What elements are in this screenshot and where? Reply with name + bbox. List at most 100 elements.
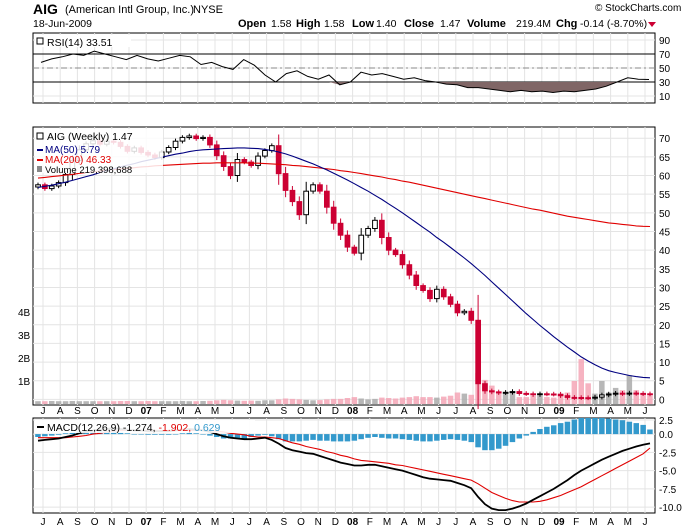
macd-hist-bar [145,434,151,435]
macd-hist-bar [406,434,413,440]
macd-hist-bar [420,434,426,442]
x-label-top: O [297,406,305,417]
macd-hist-bar [152,434,158,435]
x-label-bottom: A [607,517,614,528]
macd-hist-bar [227,434,234,439]
x-label-bottom: 08 [347,517,359,528]
candle-up [461,310,468,314]
watermark: © StockCharts.com [595,3,681,14]
volume-bar [523,397,529,404]
rsi-line [40,50,650,94]
x-label-bottom: J [643,517,648,528]
x-label-bottom: J [230,517,235,528]
ma200-legend-text: MA(200) 46.33 [45,155,112,166]
macd-hist-bar [392,434,399,439]
volume-bar [42,401,48,404]
candle-down [248,161,255,167]
x-label-top: N [108,406,115,417]
macd-hist-bar [599,418,605,435]
macd-hist-bar [434,434,440,441]
macd-hist-bar [496,434,502,449]
price-tick-label: 60 [659,172,671,183]
candle-up [310,184,316,192]
macd-hist-bar [35,434,41,437]
macd-hist-bar [282,434,289,442]
macd-hist-bar [117,432,124,435]
candle-down [344,234,351,248]
candle-down [413,274,420,287]
volume-bar [138,401,144,404]
x-label-top: M [176,406,184,417]
open-label: Open [238,18,266,30]
candle-down [385,237,392,251]
low-label: Low [352,18,374,30]
x-label-top: A [401,406,408,417]
x-label-top: S [487,406,494,417]
x-label-bottom: J [453,517,458,528]
candle-down [296,201,303,216]
volume-bar [324,399,330,404]
candle-up [626,392,633,395]
x-label-top: N [315,406,322,417]
macd-hist-bar [275,434,282,440]
x-label-bottom: D [125,517,132,528]
x-label-bottom: M [383,517,391,528]
volume-bar [303,399,309,404]
x-label-top: S [74,406,81,417]
volume-bar [90,401,96,404]
macd-hist-bar [612,419,619,435]
volume-bar [152,401,158,404]
macd-hist-bar [159,434,165,435]
x-label-top: F [160,406,166,417]
candle-down [351,246,358,254]
rsi-tick-label: 90 [659,36,671,47]
volume-bar [557,395,564,404]
volume-bar [179,401,186,404]
candle-up [179,136,186,142]
price-tick-label: 15 [659,339,671,350]
volume-bar [269,400,275,404]
candle-down [489,390,495,393]
x-label-top: M [417,406,425,417]
volume-bar [647,395,653,404]
macd-hist-bar [427,434,433,442]
x-axis-labels: JJAASSOONNDD0707FFMMAAMMJJJJAASSOONNDD08… [41,406,648,528]
macd-hist-bar [537,429,543,435]
volume-bar [117,401,124,404]
x-label-top: D [125,406,132,417]
macd-hist-bar [640,424,646,434]
volume-bar [379,397,385,404]
macd-hist-bar [509,434,516,443]
x-label-bottom: N [521,517,528,528]
x-label-top: 09 [553,406,565,417]
candle-down [468,310,475,321]
volume-bar [626,375,633,405]
x-label-top: A [57,406,64,417]
volume-bar [35,401,41,404]
macd-hist-bar [530,431,536,435]
candle-down [482,383,488,392]
candle-up [255,155,261,166]
volume-bar [351,397,358,404]
macd-hist-bar [365,434,371,438]
macd-hist-bar [633,423,639,435]
price-tick-label: 5 [659,377,665,388]
candle-down [619,392,626,395]
rsi-tick-label: 10 [659,92,671,103]
candle-down [330,206,337,224]
x-label-bottom: M [624,517,632,528]
x-label-top: S [280,406,287,417]
volume-bar [454,392,461,404]
price-tick-label: 70 [659,134,671,145]
volume-bar [289,398,296,404]
candle-down [440,288,447,298]
macd-hist-bar [179,433,186,434]
macd-hist-bar [647,429,653,435]
volume-bar [69,401,76,404]
company-name: (American Intl Group, Inc.) [65,4,194,16]
candle-down [227,166,234,177]
candle-down [220,155,227,167]
macd-tick-label: 2.5 [659,416,673,427]
volume-bar [55,401,62,404]
